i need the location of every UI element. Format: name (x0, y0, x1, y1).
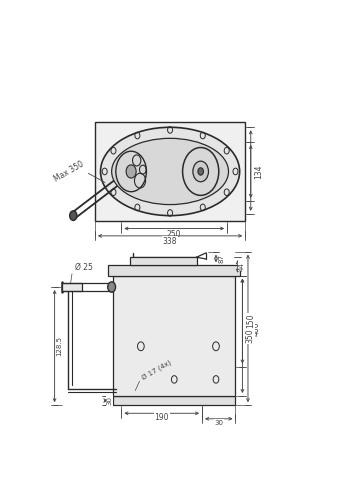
Text: 30: 30 (214, 420, 223, 426)
Bar (130, 257, 196, 265)
Text: 190: 190 (154, 413, 169, 422)
Circle shape (70, 211, 77, 220)
Bar (108, 265, 241, 276)
Text: Ø 25: Ø 25 (75, 263, 93, 272)
Text: 250: 250 (255, 163, 264, 178)
Text: 30: 30 (107, 396, 113, 405)
Text: 486: 486 (251, 321, 260, 336)
Text: 128.5: 128.5 (56, 336, 62, 356)
Text: 44: 44 (239, 262, 244, 271)
Text: 150: 150 (246, 314, 255, 328)
Text: Max 350: Max 350 (52, 159, 85, 184)
Text: 338: 338 (163, 237, 177, 246)
Bar (62, 283, 83, 291)
Bar (113, 396, 236, 405)
Ellipse shape (112, 138, 229, 205)
Circle shape (108, 282, 116, 292)
Text: 87: 87 (219, 254, 224, 263)
Ellipse shape (101, 127, 240, 216)
Circle shape (193, 161, 209, 182)
Bar (95, 122, 245, 221)
Text: 350: 350 (246, 328, 255, 343)
Text: 250: 250 (167, 229, 182, 239)
Circle shape (126, 165, 136, 178)
Bar (113, 276, 236, 396)
Circle shape (198, 168, 204, 175)
Text: Ø 17 (4x): Ø 17 (4x) (141, 359, 173, 381)
Text: 134: 134 (255, 164, 264, 179)
